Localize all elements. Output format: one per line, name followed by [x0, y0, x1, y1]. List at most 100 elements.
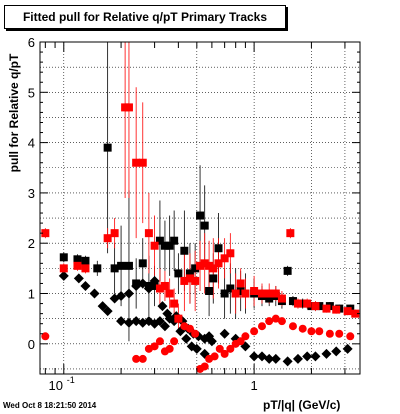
data-point-diamond	[342, 343, 353, 354]
data-point-diamond	[58, 270, 69, 281]
data-point-square	[209, 264, 218, 273]
data-point-square	[196, 211, 205, 220]
data-point-square	[41, 229, 50, 238]
data-point-square	[257, 289, 266, 298]
data-point-square	[59, 264, 68, 273]
data-point-square	[226, 249, 235, 258]
data-point-square	[214, 244, 223, 253]
data-point-square	[236, 279, 245, 288]
data-point-square	[73, 255, 82, 264]
data-point-circle	[210, 352, 219, 361]
data-point-diamond	[123, 288, 134, 299]
data-point-square	[200, 221, 209, 230]
data-point-square	[191, 264, 200, 273]
y-tick-label: 3	[28, 186, 35, 201]
x-axis-label: pT/|q| (GeV/c)	[263, 398, 341, 412]
data-point-square	[241, 289, 250, 298]
data-point-square	[180, 276, 189, 285]
data-point-diamond	[116, 291, 127, 302]
data-point-circle	[325, 329, 334, 338]
data-point-square	[110, 229, 119, 238]
data-point-square	[220, 289, 229, 298]
data-point-square	[165, 241, 174, 250]
data-point-square	[174, 269, 183, 278]
data-point-square	[277, 294, 286, 303]
data-point-circle	[226, 344, 235, 353]
data-point-square	[160, 281, 169, 290]
data-point-square	[332, 305, 341, 314]
data-point-square	[265, 289, 274, 298]
data-point-circle	[257, 322, 266, 331]
data-point-diamond	[123, 317, 134, 328]
data-point-square	[103, 143, 112, 152]
data-point-square	[103, 234, 112, 243]
data-point-square	[185, 274, 194, 283]
data-point-circle	[200, 362, 209, 371]
data-point-circle	[288, 322, 297, 331]
data-layer	[41, 42, 360, 373]
data-point-diamond	[204, 331, 215, 342]
x-tick-label: 10	[49, 378, 63, 393]
data-point-circle	[150, 342, 159, 351]
y-tick-label: 2	[28, 236, 35, 251]
data-point-square	[191, 276, 200, 285]
data-point-square	[59, 253, 68, 262]
data-point-square	[73, 261, 82, 270]
data-point-circle	[250, 327, 259, 336]
data-point-square	[124, 103, 133, 112]
data-point-diamond	[154, 316, 165, 327]
data-point-circle	[138, 354, 147, 363]
data-point-diamond	[159, 321, 170, 332]
data-point-square	[226, 284, 235, 293]
y-axis-label: pull for Relative q/pT	[7, 53, 21, 173]
data-point-square	[293, 299, 302, 308]
data-point-square	[322, 304, 331, 313]
data-point-diamond	[149, 275, 160, 286]
data-point-diamond	[191, 343, 202, 354]
data-point-square	[170, 299, 179, 308]
plot-title: Fitted pull for Relative q/pT Primary Tr…	[22, 10, 268, 24]
data-point-diamond	[310, 351, 321, 362]
data-point-square	[343, 307, 352, 316]
data-point-square	[165, 289, 174, 298]
data-point-square	[250, 287, 259, 295]
data-point-square	[117, 261, 126, 270]
y-tick-label: 6	[28, 35, 35, 50]
data-point-square	[81, 256, 90, 265]
data-point-square	[214, 259, 223, 268]
data-point-diamond	[97, 301, 108, 312]
data-point-square	[283, 266, 292, 275]
data-point-square	[205, 287, 214, 295]
data-point-circle	[241, 332, 250, 341]
data-point-square	[307, 302, 316, 311]
data-point-circle	[315, 327, 324, 336]
plot-title-box: Fitted pull for Relative q/pT Primary Tr…	[4, 5, 286, 29]
data-point-circle	[335, 329, 344, 338]
data-point-diamond	[181, 333, 192, 344]
data-point-circle	[170, 337, 179, 346]
data-point-square	[303, 299, 312, 308]
data-point-square	[124, 261, 133, 270]
data-point-square	[144, 229, 153, 238]
data-point-square	[231, 289, 240, 298]
data-point-circle	[277, 317, 286, 326]
data-point-square	[209, 274, 218, 283]
data-point-circle	[236, 337, 245, 346]
y-tick-label: 0	[28, 337, 35, 352]
data-point-diamond	[131, 316, 142, 327]
data-point-square	[271, 289, 280, 298]
y-tick-label: 5	[28, 85, 35, 100]
data-point-square	[160, 241, 169, 250]
x-tick-label: 1	[250, 378, 257, 393]
data-point-diamond	[89, 288, 100, 299]
data-point-diamond	[264, 353, 275, 364]
data-point-diamond	[137, 278, 148, 289]
data-point-circle	[298, 324, 307, 333]
data-point-circle	[41, 332, 50, 341]
data-point-diamond	[321, 348, 332, 359]
data-point-circle	[215, 344, 224, 353]
data-point-circle	[185, 324, 194, 333]
data-point-diamond	[331, 346, 342, 357]
data-point-square	[351, 309, 360, 318]
timestamp-footer: Wed Oct 8 18:21:50 2014	[3, 401, 97, 410]
